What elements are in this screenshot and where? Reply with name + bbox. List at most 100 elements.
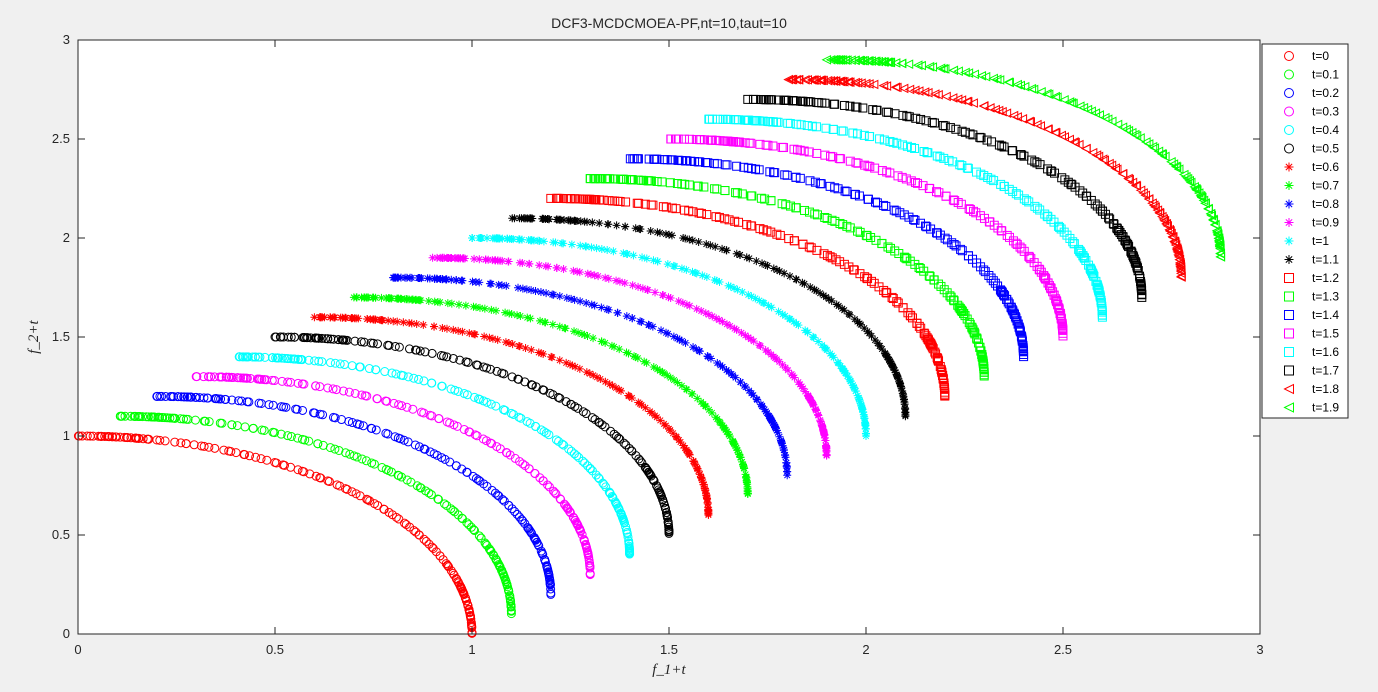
data-point xyxy=(613,308,622,317)
data-point xyxy=(733,285,742,294)
data-point xyxy=(895,208,905,218)
data-point xyxy=(539,385,549,395)
legend-item: t=1.4 xyxy=(1284,308,1339,322)
data-point xyxy=(786,315,795,324)
data-point xyxy=(785,272,794,281)
data-point xyxy=(637,400,646,409)
data-point xyxy=(851,387,860,396)
data-point xyxy=(736,377,745,386)
data-point xyxy=(455,355,465,365)
data-point xyxy=(706,354,715,363)
data-point xyxy=(779,445,788,454)
legend-item: t=1.7 xyxy=(1284,364,1339,378)
data-point xyxy=(618,514,628,524)
data-point xyxy=(605,380,614,389)
data-point xyxy=(421,536,431,546)
data-point xyxy=(1086,266,1096,276)
data-point xyxy=(397,401,407,411)
data-point xyxy=(559,265,568,274)
data-point xyxy=(601,338,610,347)
data-point xyxy=(951,241,961,251)
data-point xyxy=(505,309,514,318)
data-point xyxy=(314,356,324,366)
data-point xyxy=(1043,89,1054,100)
data-point xyxy=(542,289,551,298)
data-point xyxy=(347,487,357,497)
data-point xyxy=(649,363,658,372)
data-point xyxy=(612,383,621,392)
data-point xyxy=(299,467,309,477)
data-point xyxy=(334,445,344,455)
legend-label: t=0.3 xyxy=(1312,105,1339,119)
data-point xyxy=(900,395,909,404)
data-point xyxy=(551,238,560,247)
data-point xyxy=(536,425,546,435)
data-point xyxy=(892,297,902,307)
data-point xyxy=(323,383,333,393)
data-point xyxy=(505,596,515,606)
data-point xyxy=(354,420,364,430)
data-point xyxy=(881,287,891,297)
data-point xyxy=(502,580,512,590)
data-point xyxy=(636,225,645,234)
data-point xyxy=(1284,69,1294,80)
data-point xyxy=(1011,189,1021,199)
data-point xyxy=(560,215,569,224)
data-point xyxy=(634,282,643,291)
data-point xyxy=(486,279,495,288)
data-point xyxy=(778,441,787,450)
data-point xyxy=(317,333,327,343)
data-point xyxy=(887,360,896,369)
data-point xyxy=(513,311,522,320)
data-point xyxy=(685,134,695,144)
data-point xyxy=(848,128,858,138)
data-point xyxy=(632,154,642,164)
data-point xyxy=(743,487,752,496)
data-point xyxy=(1055,222,1065,232)
data-point xyxy=(1019,81,1030,92)
data-point xyxy=(199,372,209,382)
data-point xyxy=(539,237,548,246)
data-point xyxy=(745,254,754,263)
data-point xyxy=(1068,98,1078,109)
data-point xyxy=(470,526,480,536)
data-point xyxy=(638,253,647,262)
data-point xyxy=(682,385,691,394)
data-point xyxy=(1132,261,1142,271)
data-point xyxy=(228,372,238,382)
data-point xyxy=(695,470,704,479)
data-point xyxy=(855,395,864,404)
data-point xyxy=(507,309,516,318)
data-point xyxy=(451,461,461,471)
data-point xyxy=(956,244,966,254)
series-t=0.1 xyxy=(115,411,516,619)
data-point xyxy=(843,372,852,381)
data-point xyxy=(755,296,764,305)
data-point xyxy=(486,399,496,409)
legend-item: t=0.2 xyxy=(1284,86,1339,100)
data-point xyxy=(525,259,534,268)
data-point xyxy=(282,353,292,363)
data-point xyxy=(692,304,701,313)
data-point xyxy=(752,257,761,266)
data-point xyxy=(939,285,949,295)
data-point xyxy=(722,427,731,436)
data-point xyxy=(927,117,937,127)
data-point xyxy=(216,372,226,382)
data-point xyxy=(1137,289,1147,299)
data-point xyxy=(658,495,668,505)
data-point xyxy=(948,65,959,76)
data-point xyxy=(1090,199,1100,209)
data-point xyxy=(363,495,373,505)
data-point xyxy=(971,208,981,218)
data-point xyxy=(466,522,476,532)
data-point xyxy=(742,478,751,487)
data-point xyxy=(360,293,369,302)
data-point xyxy=(419,320,428,329)
data-point xyxy=(957,246,967,256)
data-point xyxy=(871,235,881,245)
data-point xyxy=(827,296,836,305)
legend-label: t=1.3 xyxy=(1312,290,1339,304)
data-point xyxy=(763,116,773,126)
data-point xyxy=(436,275,445,284)
